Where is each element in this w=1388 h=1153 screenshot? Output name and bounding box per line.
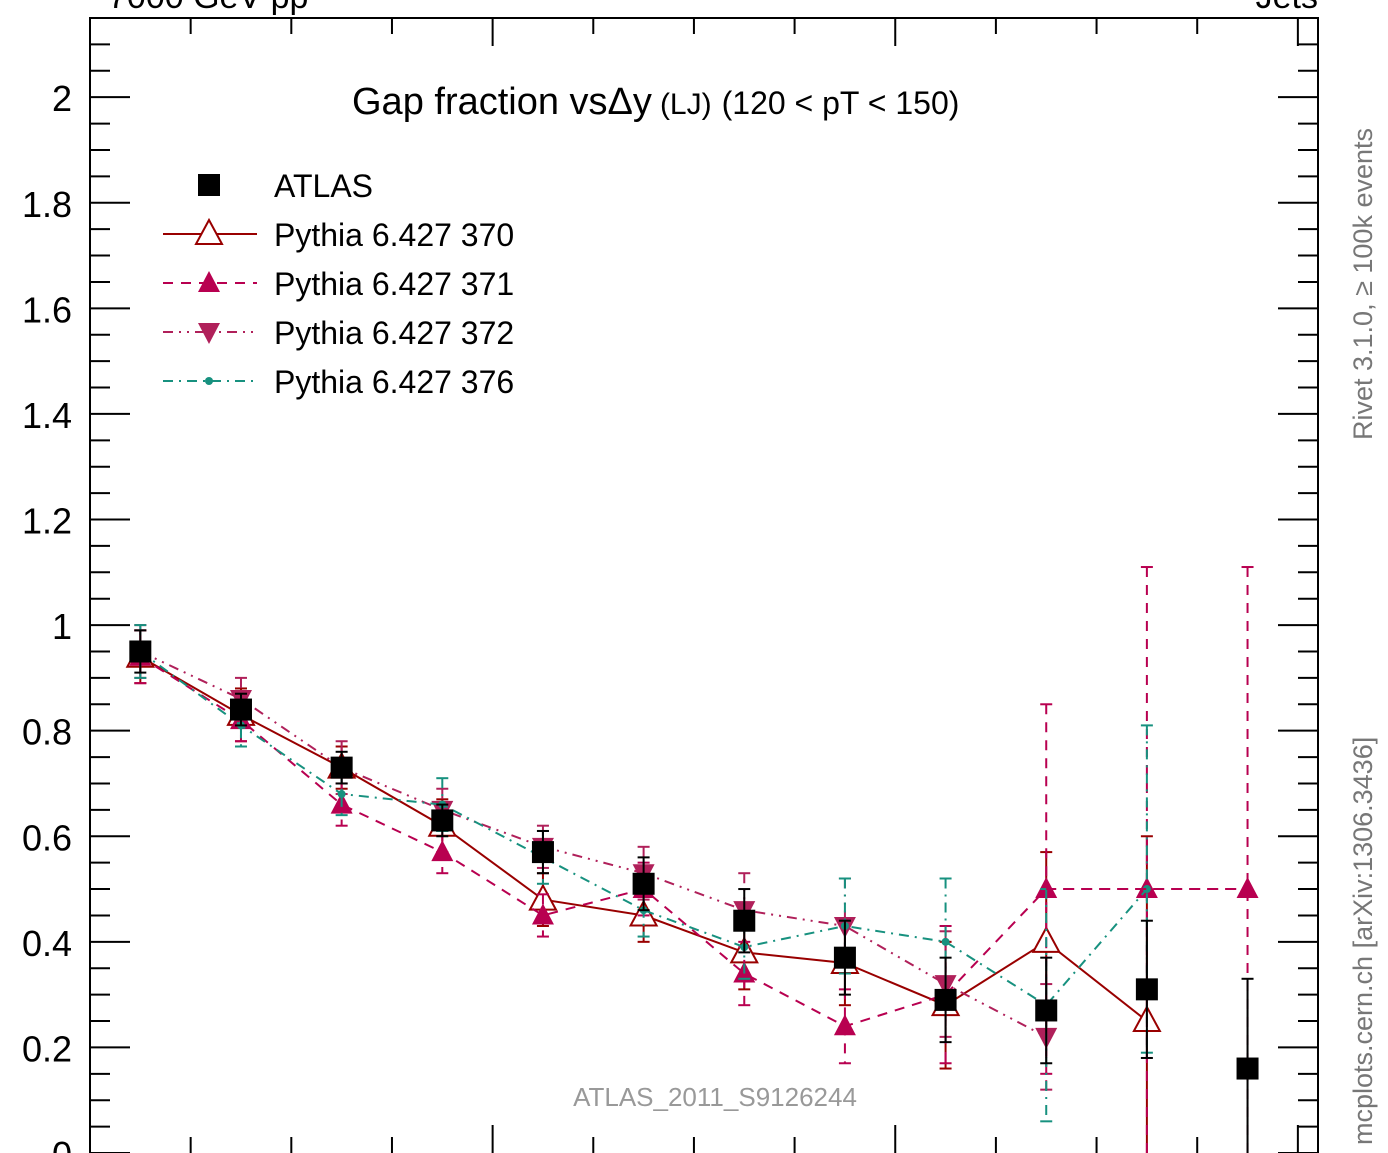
data-point	[431, 840, 454, 862]
legend-marker	[198, 323, 220, 344]
legend-label: Pythia 6.427 372	[274, 315, 514, 351]
data-point	[941, 937, 950, 946]
process-header-label: Jets	[1256, 0, 1318, 16]
legend-label: Pythia 6.427 376	[274, 364, 514, 400]
series-line	[139, 650, 1047, 1038]
legend-label: Pythia 6.427 371	[274, 266, 514, 302]
data-point	[337, 790, 346, 799]
y-tick-label: 0.4	[22, 923, 72, 964]
data-point	[833, 946, 856, 969]
chart-title-range: (120 < pT < 150)	[722, 85, 960, 121]
mcplots-source-label: mcplots.cern.ch [arXiv:1306.3436]	[1348, 736, 1378, 1145]
data-point	[129, 640, 152, 663]
series-line	[139, 655, 1248, 1028]
y-tick-label: 1.2	[22, 501, 72, 542]
y-tick-label: 1	[52, 606, 72, 647]
legend-label: ATLAS	[274, 168, 373, 204]
y-tick-label: 0.8	[22, 712, 72, 753]
y-tick-label: 0	[52, 1134, 72, 1153]
chart-title: Gap fraction vsΔy (LJ) (120 < pT < 150)	[352, 81, 959, 123]
y-tick-label: 1.6	[22, 289, 72, 330]
data-point	[330, 756, 353, 779]
analysis-watermark: ATLAS_2011_S9126244	[573, 1082, 857, 1112]
y-tick-label: 1.8	[22, 184, 72, 225]
chart-title-main: Gap fraction vsΔy	[352, 81, 652, 123]
data-point	[1142, 885, 1151, 894]
data-point	[1035, 999, 1058, 1022]
legend: ATLAS Pythia 6.427 370 Pythia 6.427 371 Pyt…	[163, 168, 514, 400]
chart-title-suffix: (LJ)	[660, 88, 712, 121]
data-point	[531, 903, 554, 925]
series-3	[129, 624, 1058, 1091]
data-point	[431, 809, 454, 832]
y-tick-label: 0.6	[22, 817, 72, 858]
data-point	[531, 841, 554, 864]
series-line	[139, 655, 1148, 1022]
legend-marker	[198, 174, 220, 196]
data-point	[733, 909, 756, 932]
energy-header-label: 7000 GeV pp	[108, 0, 308, 16]
data-point	[1035, 877, 1058, 899]
legend-label: Pythia 6.427 370	[274, 217, 514, 253]
series-line	[139, 650, 1148, 1007]
legend-marker	[198, 271, 220, 292]
plot-frame	[89, 17, 1319, 1153]
data-point	[934, 988, 957, 1011]
data-point	[632, 872, 655, 895]
data-point	[1236, 877, 1259, 899]
legend-marker	[194, 217, 224, 245]
series-0	[129, 629, 1259, 1153]
y-tick-label: 0.2	[22, 1028, 72, 1069]
rivet-version-label: Rivet 3.1.0, ≥ 100k events	[1348, 128, 1378, 440]
data-point	[833, 1014, 856, 1036]
data-point	[1236, 1057, 1259, 1080]
data-point	[1135, 978, 1158, 1001]
y-tick-label: 1.4	[22, 395, 72, 436]
y-tick-label: 2	[52, 78, 72, 119]
series-2	[129, 566, 1259, 1153]
legend-marker	[205, 377, 213, 385]
data-point	[229, 698, 252, 721]
